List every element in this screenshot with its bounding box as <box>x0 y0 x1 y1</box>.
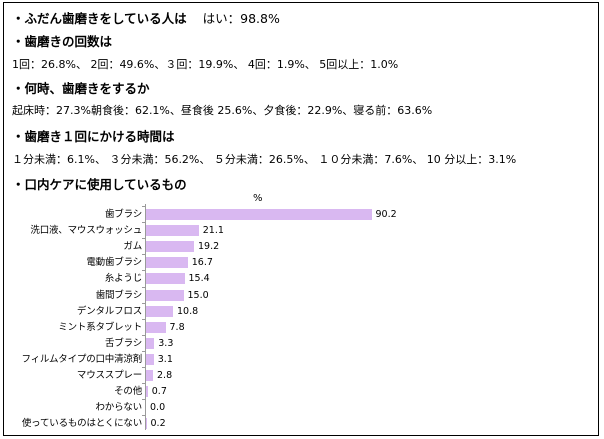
chart-row: ミント系タブレット 7.8 <box>0 320 604 335</box>
axis-tick <box>142 383 146 385</box>
category-label: わからない <box>95 402 142 414</box>
axis-tick <box>142 415 146 417</box>
axis-tick <box>142 270 146 272</box>
data-bar <box>146 257 188 269</box>
data-bar <box>146 370 153 381</box>
category-label: デンタルフロス <box>76 305 142 317</box>
value-label: 3.3 <box>158 337 174 349</box>
content-frame <box>3 2 599 436</box>
data-bar <box>146 321 166 333</box>
heading-oral-care-products: ・口内ケアに使用しているもの <box>12 177 187 192</box>
data-bar <box>146 225 199 237</box>
brushing-duration-detail: １分未満：6.1%、 ３分未満：56.2%、 ５分未満：26.5%、 １０分未満… <box>12 153 517 166</box>
data-bar <box>146 273 185 285</box>
value-label: 10.8 <box>177 305 199 317</box>
category-label: 糸ようじ <box>104 273 142 285</box>
chart-row: マウススプレー 2.8 <box>0 368 604 383</box>
axis-tick <box>142 286 146 288</box>
chart-row: 歯ブラシ 90.2 <box>0 207 604 222</box>
axis-tick <box>142 350 146 352</box>
chart-row: ガム 19.2 <box>0 239 604 254</box>
chart-axis-line <box>145 204 146 430</box>
brushing-count-detail: 1回：26.8%、 2回：49.6%、３回：19.9%、 4回：1.9%、 5回… <box>12 58 399 71</box>
chart-row: 舌ブラシ 3.3 <box>0 336 604 351</box>
chart-row: その他 0.7 <box>0 384 604 399</box>
category-label: フィルムタイプの口中清涼剤 <box>21 353 142 365</box>
category-label: 歯間ブラシ <box>95 289 143 301</box>
data-bar <box>146 418 147 430</box>
data-bar <box>146 386 148 398</box>
heading-brushing-habit-text: ・ふだん歯磨きをしている人は <box>12 11 187 26</box>
category-label: ガム <box>123 241 142 253</box>
category-label: 舌ブラシ <box>104 337 142 349</box>
chart-unit-label: % <box>253 193 263 204</box>
value-label: 16.7 <box>191 257 213 269</box>
chart-row: フィルムタイプの口中清涼剤 3.1 <box>0 352 604 367</box>
axis-tick <box>142 238 146 240</box>
chart-row: 洗口液、マウスウォッシュ 21.1 <box>0 223 604 238</box>
chart-row: 糸ようじ 15.4 <box>0 271 604 286</box>
chart-row: わからない 0.0 <box>0 400 604 415</box>
axis-tick <box>142 206 146 207</box>
chart-row: 電動歯ブラシ 16.7 <box>0 255 604 270</box>
data-bar <box>146 353 154 365</box>
value-label: 15.0 <box>187 289 209 301</box>
axis-tick <box>142 334 146 336</box>
brushing-time-of-day-detail: 起床時：27.3%朝食後：62.1%、昼食後 25.6%、夕食後：22.9%、寝… <box>12 104 433 117</box>
heading-brushing-habit: ・ふだん歯磨きをしている人は はい：98.8% <box>12 8 280 27</box>
value-label: 0.0 <box>150 402 166 414</box>
category-label: その他 <box>114 386 142 398</box>
value-label: 2.8 <box>157 370 173 381</box>
data-bar <box>146 305 173 317</box>
category-label: 歯ブラシ <box>104 209 142 220</box>
value-label: 0.2 <box>150 418 166 430</box>
value-label: 19.2 <box>198 241 220 253</box>
value-label: 90.2 <box>375 209 397 220</box>
heading-brushing-count: ・歯磨きの回数は <box>12 34 113 49</box>
axis-tick <box>142 367 146 368</box>
data-bar <box>146 337 155 349</box>
category-label: 洗口液、マウスウォッシュ <box>30 225 142 237</box>
category-label: ミント系タブレット <box>58 321 142 333</box>
data-bar <box>146 209 372 220</box>
chart-row: 使っているものはとくにない 0.2 <box>0 416 604 431</box>
category-label: 使っているものはとくにない <box>21 418 142 430</box>
chart-row: 歯間ブラシ 15.0 <box>0 288 604 303</box>
axis-tick <box>142 318 146 320</box>
value-label: 0.7 <box>151 386 167 398</box>
brushing-habit-answer: はい：98.8% <box>202 11 280 26</box>
heading-brushing-duration: ・歯磨き１回にかける時間は <box>12 129 175 144</box>
axis-tick <box>142 222 146 224</box>
value-label: 3.1 <box>157 353 173 365</box>
value-label: 7.8 <box>169 321 185 333</box>
category-label: 電動歯ブラシ <box>86 257 142 269</box>
data-bar <box>146 289 184 301</box>
value-label: 15.4 <box>188 273 210 285</box>
axis-tick <box>142 302 146 304</box>
heading-brushing-time-of-day: ・何時、歯磨きをするか <box>12 81 150 96</box>
axis-tick <box>142 254 146 256</box>
data-bar <box>146 241 194 253</box>
category-label: マウススプレー <box>76 370 142 381</box>
axis-tick <box>142 399 146 401</box>
value-label: 21.1 <box>202 225 224 237</box>
chart-row: デンタルフロス 10.8 <box>0 304 604 319</box>
